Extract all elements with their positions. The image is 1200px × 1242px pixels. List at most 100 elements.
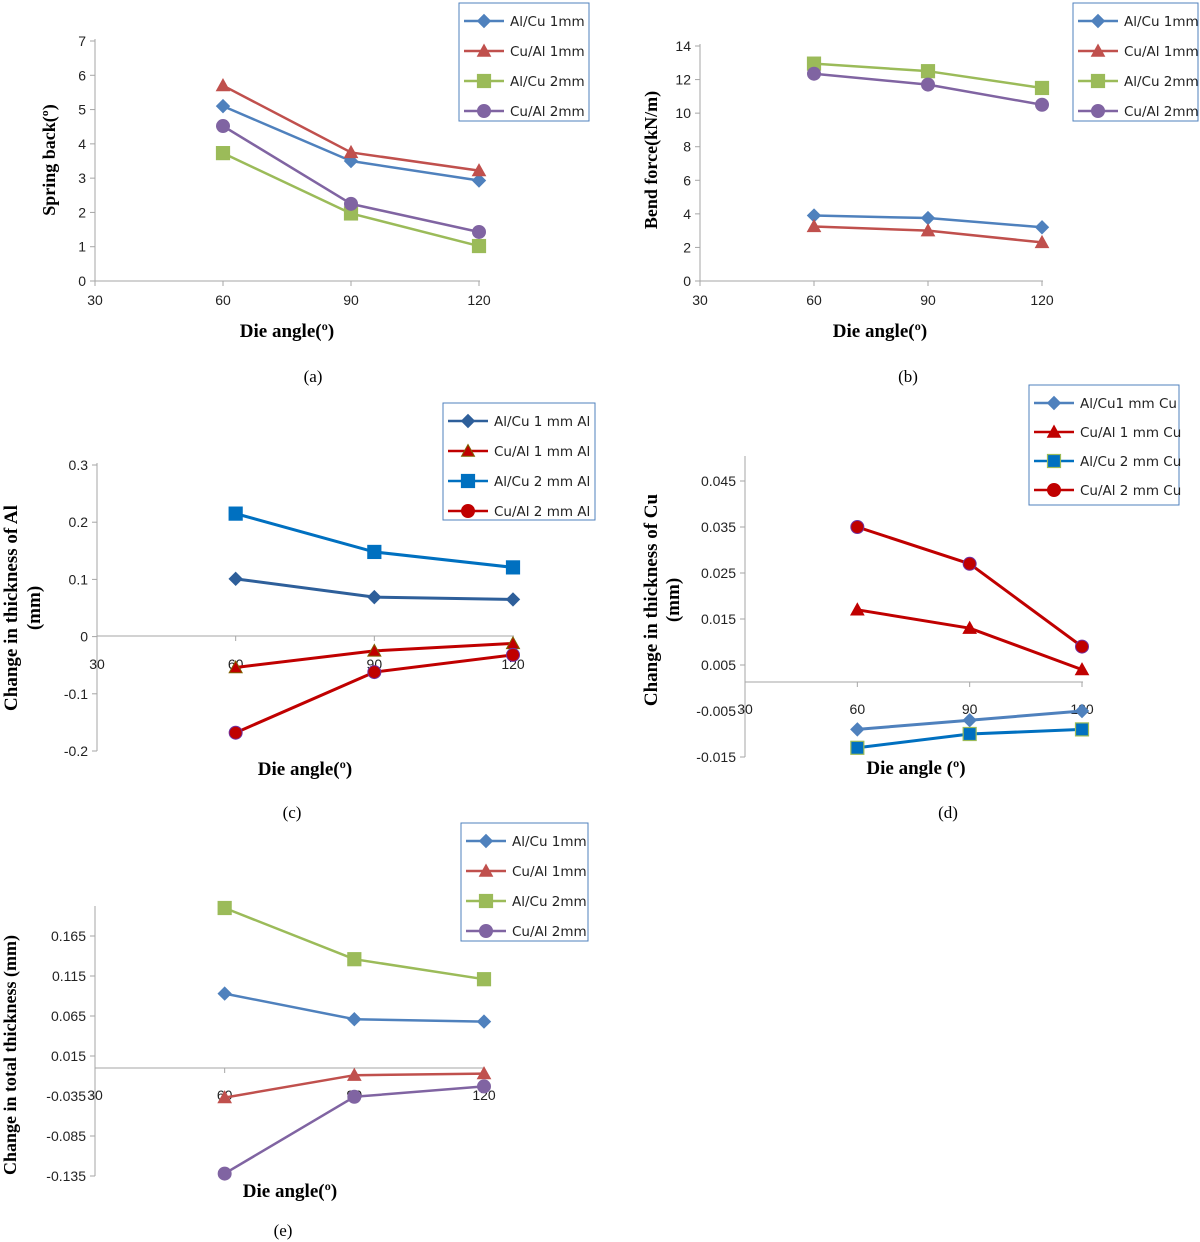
data-point: [1035, 97, 1049, 112]
y-tick-label: 2: [683, 239, 691, 255]
y-axis-title: Change in thickness of Al: [1, 505, 22, 711]
series-line: [857, 608, 1083, 672]
y-tick-label: 0: [80, 629, 88, 645]
y-axis-title: Change in thickness of Cu: [641, 493, 662, 706]
panel-caption: (d): [938, 803, 958, 822]
y-tick-label: 0.165: [51, 928, 86, 944]
data-point: [346, 1067, 362, 1081]
data-point: [228, 725, 243, 740]
x-tick-label: 90: [343, 292, 359, 308]
data-point: [217, 900, 232, 916]
data-point: [471, 163, 487, 177]
data-point: [228, 506, 243, 521]
data-point: [920, 210, 936, 226]
x-tick-label: 60: [850, 701, 866, 717]
x-axis-title: Die angle(º): [833, 321, 927, 342]
legend-label: Cu/Al 1mm: [1124, 44, 1199, 60]
legend-marker: [460, 413, 476, 429]
legend-marker: [478, 863, 494, 877]
legend-marker: [460, 443, 476, 457]
data-point: [920, 223, 936, 237]
legend: Al/Cu1 mm Cu Cu/Al 1 mm Cu Al/Cu 2 mm Cu Cu…: [1028, 384, 1181, 506]
data-point: [807, 66, 821, 81]
series-line: [224, 906, 485, 981]
y-tick-label: 4: [78, 136, 86, 152]
y-tick-label: 3: [78, 170, 86, 186]
x-tick-label: 120: [1030, 292, 1054, 308]
y-tick-label: 10: [675, 105, 691, 121]
y-tick-label: 0: [683, 273, 691, 289]
legend-marker: [1090, 13, 1106, 29]
data-point: [506, 647, 520, 662]
x-tick-label: 30: [692, 292, 708, 308]
data-point: [367, 544, 382, 560]
legend-label: Cu/Al 1mm: [510, 44, 585, 60]
y-tick-label: 4: [683, 206, 691, 222]
series-line: [222, 104, 480, 182]
series-al-cu-2-mm-cu: [850, 722, 1090, 755]
series-cu-al-2mm: [216, 119, 486, 239]
data-point: [367, 665, 382, 680]
series-al-cu-1-mm-al: [228, 571, 521, 607]
series-cu-al-2-mm-al: [228, 647, 520, 740]
data-point: [476, 972, 492, 987]
x-tick-label: 120: [467, 292, 491, 308]
y-tick-label: -0.2: [64, 743, 88, 759]
data-point: [343, 144, 359, 159]
legend-marker: [1090, 43, 1106, 57]
x-axis-title: Die angle(º): [240, 321, 334, 342]
data-point: [477, 1079, 491, 1094]
x-tick-label: 30: [87, 1087, 103, 1103]
data-point: [217, 1090, 233, 1104]
x-tick-label: 120: [501, 656, 525, 672]
series-cu-al-2mm: [217, 1079, 491, 1181]
y-tick-label: -0.015: [696, 749, 736, 765]
series-cu-al-2-mm-cu: [850, 520, 1089, 654]
legend-label: Al/Cu 1 mm Al: [494, 414, 590, 430]
data-point: [850, 740, 865, 755]
x-tick-label: 30: [89, 656, 105, 672]
legend-label: Cu/Al 2 mm Cu: [1080, 483, 1181, 499]
chart-c: -0.2-0.100.10.20.3306090120Die angle(º)C…: [1, 402, 596, 822]
legend-label: Cu/Al 2mm: [510, 104, 585, 120]
x-axis-title: Die angle(º): [258, 759, 352, 780]
y-tick-label: 0: [78, 273, 86, 289]
legend-marker: [476, 43, 492, 57]
data-point: [471, 173, 487, 188]
data-point: [850, 520, 865, 534]
data-point: [920, 64, 936, 79]
panel-caption: (e): [274, 1221, 293, 1240]
legend-label: Cu/Al 1 mm Cu: [1080, 425, 1181, 441]
legend-label: Al/Cu 2mm: [1124, 74, 1199, 90]
data-point: [1034, 80, 1050, 96]
data-point: [228, 571, 243, 587]
legend-marker: [479, 924, 493, 938]
series-line: [235, 512, 514, 569]
legend-label: Al/Cu 2mm: [512, 894, 587, 910]
legend-marker: [1090, 73, 1106, 89]
legend-marker: [478, 833, 494, 849]
data-point: [215, 146, 231, 161]
y-tick-label: 0.065: [51, 1008, 86, 1024]
y-tick-label: 0.025: [701, 565, 736, 581]
data-point: [806, 218, 822, 233]
y-tick-label: -0.135: [46, 1168, 86, 1184]
y-tick-label: 6: [683, 172, 691, 188]
y-tick-label: 1: [78, 239, 86, 255]
y-tick-label: 0.3: [69, 457, 89, 473]
x-tick-label: 30: [737, 701, 753, 717]
data-point: [1074, 722, 1090, 737]
legend-marker: [476, 13, 492, 29]
legend-label: Cu/Al 2mm: [1124, 104, 1199, 120]
data-point: [850, 722, 865, 737]
series-al-cu-1mm: [215, 98, 487, 188]
data-point: [366, 643, 382, 657]
data-point: [471, 238, 487, 254]
legend-label: Al/Cu 1mm: [512, 834, 587, 850]
legend-marker: [478, 893, 494, 909]
legend-marker: [1046, 395, 1062, 411]
legend-marker: [461, 504, 475, 518]
x-tick-label: 120: [472, 1087, 496, 1103]
series-al-cu-2mm: [215, 146, 487, 254]
legend-label: Al/Cu1 mm Cu: [1080, 396, 1177, 412]
